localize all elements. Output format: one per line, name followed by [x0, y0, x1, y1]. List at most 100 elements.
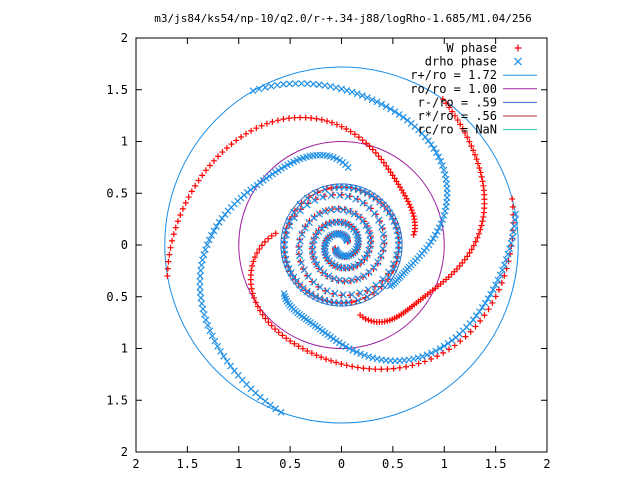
data-point: [170, 231, 177, 238]
data-point: [512, 210, 519, 218]
data-point: [277, 408, 285, 416]
data-point: [340, 183, 348, 191]
data-point: [341, 277, 350, 285]
data-point: [478, 222, 485, 229]
data-point: [228, 141, 235, 148]
data-point: [350, 210, 359, 218]
data-point: [238, 133, 245, 140]
data-point: [310, 256, 319, 264]
data-point: [323, 118, 330, 125]
data-point: [286, 80, 293, 88]
data-point: [321, 185, 329, 194]
data-point: [443, 100, 450, 107]
data-point: [214, 342, 222, 350]
data-point: [364, 286, 372, 294]
data-point: [375, 153, 382, 160]
data-point: [223, 144, 230, 151]
data-point: [363, 293, 371, 301]
data-point: [508, 234, 516, 241]
data-point: [350, 184, 358, 193]
data-point: [210, 227, 218, 235]
data-point: [282, 255, 290, 263]
data-point: [297, 114, 304, 121]
data-point: [366, 365, 373, 372]
data-point: [379, 230, 387, 239]
data-point: [259, 177, 267, 184]
data-point: [257, 307, 264, 314]
data-point: [481, 312, 488, 319]
data-point: [206, 162, 213, 169]
data-point: [441, 171, 449, 179]
data-point: [385, 209, 393, 217]
data-point: [313, 352, 320, 359]
data-point: [165, 258, 172, 265]
axis-ticks: 2 1.5 1 0.5 0 0.5 1 1.5 221.510.500.511.52: [106, 31, 550, 471]
data-point: [263, 120, 270, 127]
data-point: [282, 226, 290, 234]
data-point: [385, 274, 393, 282]
data-point: [372, 366, 379, 373]
data-point: [332, 230, 340, 238]
chart-title: m3/js84/ks54/np-10/q2.0/r-+.34-j88/logRh…: [154, 12, 532, 25]
data-point: [296, 201, 304, 209]
data-point: [332, 337, 340, 345]
data-point: [174, 218, 181, 225]
data-point: [474, 234, 481, 241]
data-point: [338, 85, 345, 93]
data-point: [203, 241, 211, 249]
data-point: [308, 350, 315, 357]
data-point: [298, 80, 305, 87]
data-point: [208, 231, 215, 239]
data-point: [454, 117, 461, 124]
data-point: [500, 261, 508, 269]
data-point: [385, 166, 392, 173]
data-point: [321, 242, 329, 250]
data-point: [429, 235, 437, 242]
x-tick-label: 1: [235, 457, 242, 471]
data-point: [346, 263, 354, 272]
data-point: [198, 300, 206, 307]
data-point: [345, 345, 353, 352]
data-point: [256, 246, 263, 253]
data-point: [475, 230, 482, 237]
data-point: [396, 364, 403, 371]
data-point: [507, 239, 515, 247]
data-point: [243, 130, 250, 137]
data-point: [343, 86, 351, 94]
data-point: [470, 147, 477, 154]
data-point: [348, 88, 356, 96]
data-point: [333, 205, 342, 213]
data-point: [451, 268, 458, 275]
data-point: [464, 134, 471, 141]
data-point: [331, 289, 339, 298]
data-point: [473, 156, 480, 163]
data-point: [475, 308, 483, 316]
data-point: [479, 218, 486, 225]
data-point: [210, 157, 217, 164]
data-point: [320, 269, 328, 277]
data-point: [409, 210, 416, 217]
data-point: [205, 236, 213, 244]
data-point: [352, 195, 360, 203]
data-point: [489, 299, 496, 306]
data-point: [251, 294, 258, 301]
data-point: [340, 299, 348, 307]
data-point: [363, 189, 372, 197]
data-point: [198, 261, 205, 269]
data-point: [249, 290, 256, 297]
data-point: [475, 160, 482, 167]
x-tick-label: 1.5: [485, 457, 507, 471]
data-point: [272, 326, 279, 333]
data-point: [275, 166, 282, 174]
data-point: [495, 286, 502, 293]
data-point: [427, 238, 435, 246]
data-point: [259, 311, 266, 318]
data-point: [258, 242, 265, 249]
data-point: [345, 207, 353, 216]
data-point: [357, 350, 364, 358]
data-point: [359, 137, 366, 144]
data-point: [302, 114, 309, 121]
data-point: [338, 123, 345, 130]
data-point: [365, 204, 374, 212]
